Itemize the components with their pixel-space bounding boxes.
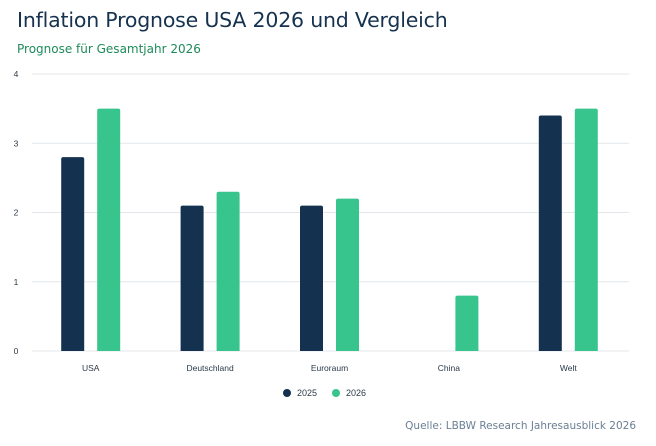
y-tick-label: 1 [14, 277, 19, 287]
x-tick-label: Deutschland [186, 363, 234, 373]
y-tick-label: 0 [14, 346, 19, 356]
legend-marker-icon [283, 389, 291, 397]
legend-item-2026[interactable]: 2026 [332, 388, 366, 398]
x-axis-ticks: USA Deutschland Euroraum China Welt [82, 363, 577, 373]
y-tick-label: 3 [14, 138, 19, 148]
bars [61, 108, 598, 351]
bar-usa-2025[interactable] [61, 157, 85, 351]
x-tick-label: Euroraum [311, 363, 348, 373]
legend[interactable]: 2025 2026 [283, 388, 366, 398]
x-tick-label: Welt [560, 363, 577, 373]
bar-euroraum-2025[interactable] [300, 205, 323, 351]
bar-usa-2026[interactable] [97, 108, 121, 351]
y-axis-ticks: 0 1 2 3 4 [14, 69, 19, 356]
legend-item-2025[interactable]: 2025 [283, 388, 317, 398]
chart-title: Inflation Prognose USA 2026 und Vergleic… [17, 8, 448, 32]
bar-deutschland-2025[interactable] [180, 205, 204, 351]
chart-subtitle: Prognose für Gesamtjahr 2026 [17, 42, 201, 56]
x-tick-label: China [438, 363, 460, 373]
legend-label: 2026 [346, 388, 366, 398]
legend-label: 2025 [297, 388, 317, 398]
bar-welt-2026[interactable] [574, 108, 598, 351]
source-note: Quelle: LBBW Research Jahresausblick 202… [405, 420, 636, 432]
y-tick-label: 4 [14, 69, 19, 79]
bar-euroraum-2026[interactable] [336, 198, 359, 351]
x-tick-label: USA [82, 363, 100, 373]
bar-china-2026[interactable] [455, 295, 479, 351]
bar-deutschland-2026[interactable] [216, 191, 240, 351]
bar-welt-2025[interactable] [538, 115, 562, 351]
legend-marker-icon [332, 389, 340, 397]
y-tick-label: 2 [14, 208, 19, 218]
grid-lines [32, 73, 629, 352]
